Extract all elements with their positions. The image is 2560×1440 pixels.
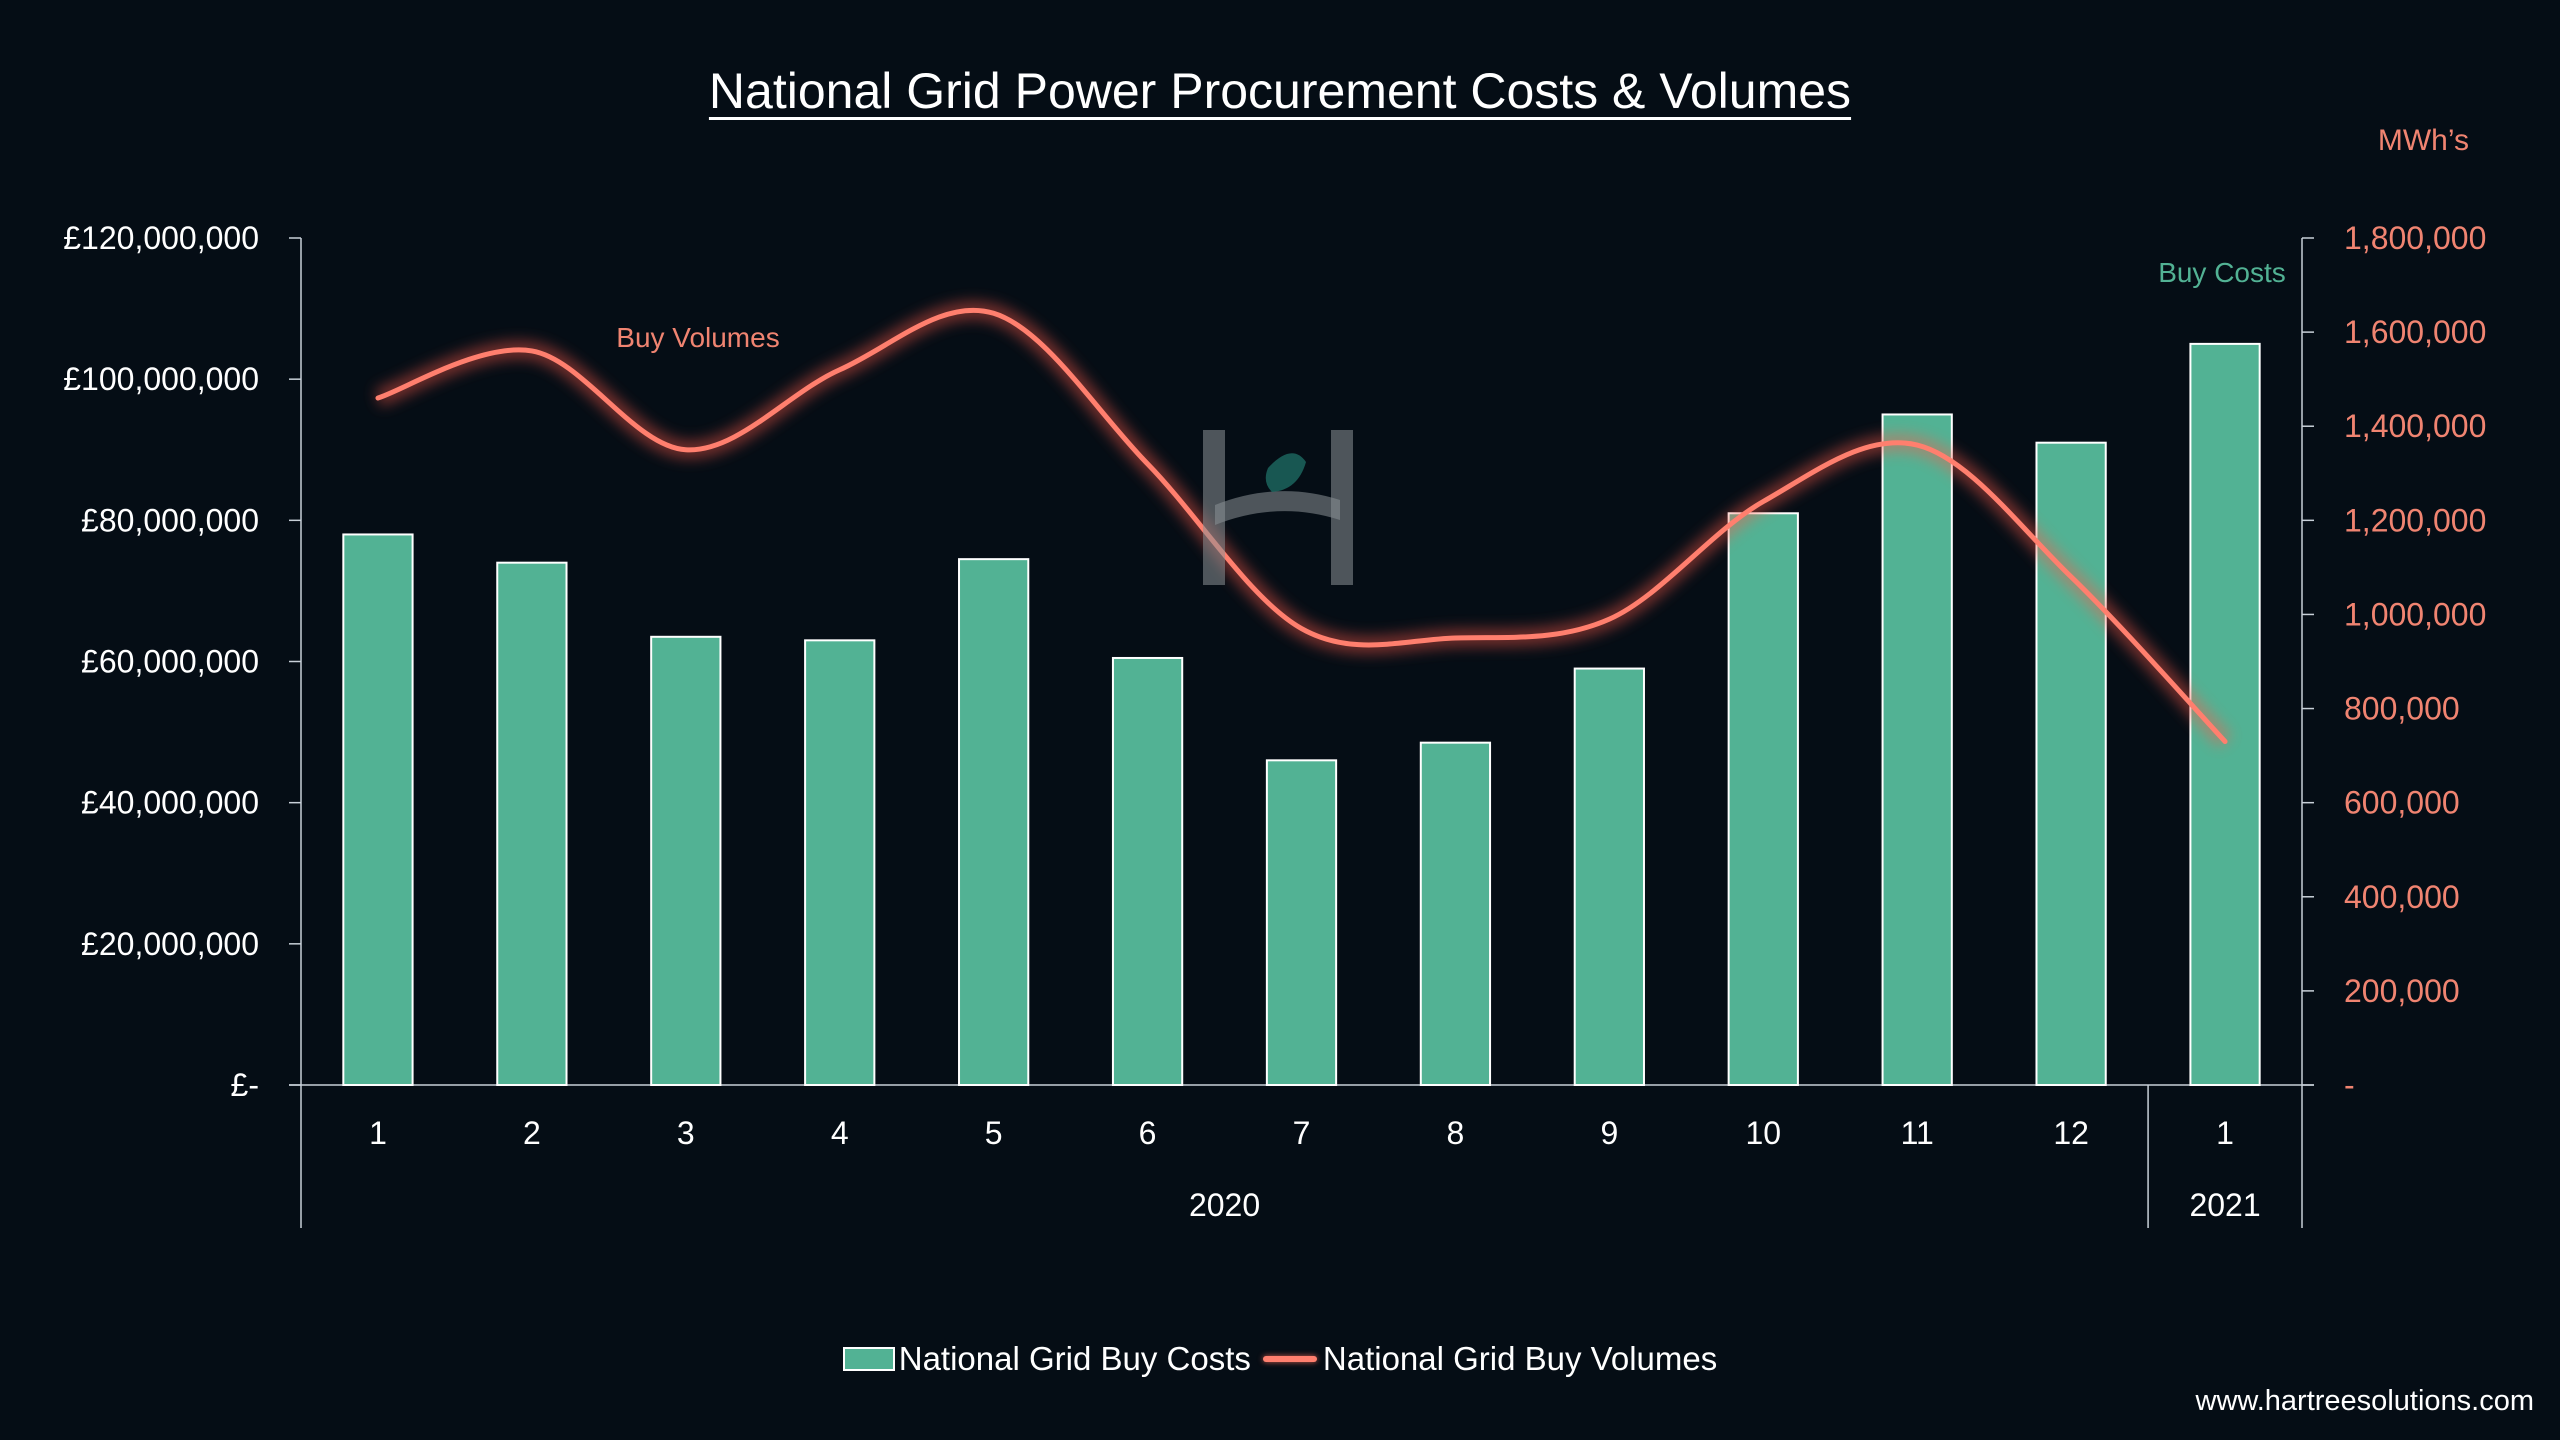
legend-label-costs: National Grid Buy Costs xyxy=(898,1340,1251,1377)
x-axis-tick-label: 8 xyxy=(1447,1115,1465,1151)
left-axis-tick-label: £20,000,000 xyxy=(81,926,259,962)
left-axis-tick-label: £120,000,000 xyxy=(63,220,259,256)
x-axis-group-label: 2020 xyxy=(1189,1187,1260,1223)
bar xyxy=(1881,413,1953,1087)
x-axis-group-label: 2021 xyxy=(2189,1187,2260,1223)
x-axis-tick-label: 4 xyxy=(831,1115,849,1151)
x-axis-tick-label: 5 xyxy=(985,1115,1003,1151)
right-axis-tick-label: 1,400,000 xyxy=(2344,408,2486,444)
legend-item-volumes: National Grid Buy Volumes xyxy=(1262,1340,1718,1378)
right-axis-tick-label: 1,000,000 xyxy=(2344,596,2486,632)
cost-series-annotation: Buy Costs xyxy=(2158,257,2286,288)
bar xyxy=(1111,656,1184,1086)
right-axis-tick-label: 600,000 xyxy=(2344,785,2460,821)
x-axis-tick-label: 12 xyxy=(2053,1115,2089,1151)
left-axis-tick-label: £100,000,000 xyxy=(63,361,259,397)
left-axis-tick-label: £40,000,000 xyxy=(81,785,259,821)
bar xyxy=(496,561,568,1086)
x-axis-tick-label: 9 xyxy=(1600,1115,1618,1151)
bar xyxy=(958,558,1030,1086)
volume-series-annotation: Buy Volumes xyxy=(616,322,779,353)
watermark-logo xyxy=(1203,430,1353,585)
right-axis-tick-label: 1,200,000 xyxy=(2344,502,2486,538)
x-axis-tick-label: 10 xyxy=(1745,1115,1781,1151)
bar xyxy=(1265,759,1338,1086)
x-axis-tick-label: 1 xyxy=(2216,1115,2234,1151)
right-axis-unit-label: MWh’s xyxy=(2377,124,2469,157)
x-axis-tick-label: 6 xyxy=(1139,1115,1157,1151)
legend-label-volumes: National Grid Buy Volumes xyxy=(1322,1340,1718,1377)
right-axis-tick-label: - xyxy=(2344,1067,2355,1103)
right-axis-tick-label: 1,800,000 xyxy=(2344,220,2486,256)
right-axis-tick-label: 1,600,000 xyxy=(2344,314,2486,350)
bar xyxy=(1419,741,1492,1086)
legend-swatch-costs xyxy=(842,1347,895,1371)
legend-swatch-volumes xyxy=(1262,1356,1317,1362)
bar xyxy=(2035,441,2107,1087)
website-url: www.hartreesolutions.com xyxy=(2195,1385,2534,1417)
left-axis-tick-label: £- xyxy=(231,1067,259,1103)
bar xyxy=(342,533,414,1086)
volume-line xyxy=(375,307,2228,744)
legend-item-costs: National Grid Buy Costs xyxy=(842,1340,1251,1378)
x-axis-tick-label: 2 xyxy=(523,1115,541,1151)
bar xyxy=(1573,667,1645,1087)
x-axis-tick-label: 7 xyxy=(1293,1115,1311,1151)
left-axis-tick-label: £80,000,000 xyxy=(81,502,259,538)
left-axis-tick-label: £60,000,000 xyxy=(81,644,259,680)
bar xyxy=(1727,512,1799,1086)
x-axis-tick-label: 1 xyxy=(369,1115,387,1151)
right-axis-tick-label: 400,000 xyxy=(2344,879,2460,915)
right-axis-tick-label: 200,000 xyxy=(2344,973,2460,1009)
legend: National Grid Buy Costs National Grid Bu… xyxy=(0,1340,2560,1378)
right-axis-tick-label: 800,000 xyxy=(2344,691,2460,727)
bar xyxy=(650,635,722,1086)
bar xyxy=(804,639,876,1086)
x-axis-tick-label: 3 xyxy=(677,1115,695,1151)
chart-title: National Grid Power Procurement Costs & … xyxy=(708,63,1852,119)
x-axis-tick-label: 11 xyxy=(1901,1115,1934,1151)
